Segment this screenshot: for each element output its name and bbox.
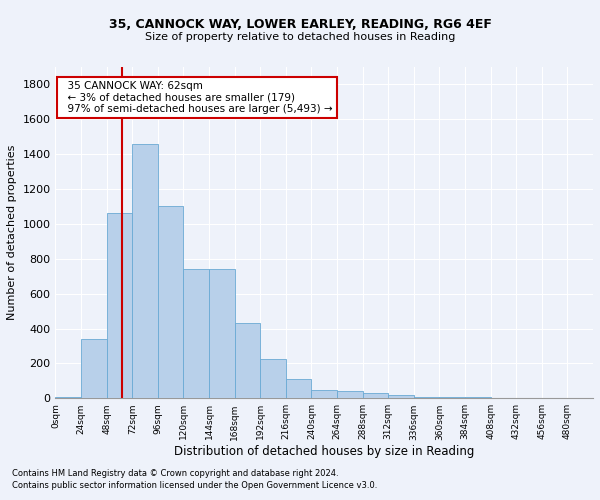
Bar <box>414 396 439 398</box>
Bar <box>286 379 311 398</box>
Text: Size of property relative to detached houses in Reading: Size of property relative to detached ho… <box>145 32 455 42</box>
Text: 35, CANNOCK WAY, LOWER EARLEY, READING, RG6 4EF: 35, CANNOCK WAY, LOWER EARLEY, READING, … <box>109 18 491 30</box>
Bar <box>209 269 235 398</box>
Bar <box>311 390 337 398</box>
Bar <box>158 206 184 398</box>
Bar <box>107 214 132 398</box>
Y-axis label: Number of detached properties: Number of detached properties <box>7 145 17 320</box>
Bar <box>388 395 414 398</box>
Text: Contains HM Land Registry data © Crown copyright and database right 2024.: Contains HM Land Registry data © Crown c… <box>12 468 338 477</box>
Bar <box>184 269 209 398</box>
Bar <box>337 392 362 398</box>
Bar <box>55 396 81 398</box>
Text: Contains public sector information licensed under the Open Government Licence v3: Contains public sector information licen… <box>12 481 377 490</box>
Bar <box>132 144 158 398</box>
Bar <box>81 339 107 398</box>
Bar <box>235 324 260 398</box>
X-axis label: Distribution of detached houses by size in Reading: Distribution of detached houses by size … <box>174 445 475 458</box>
Bar <box>260 359 286 399</box>
Bar <box>362 393 388 398</box>
Text: 35 CANNOCK WAY: 62sqm
  ← 3% of detached houses are smaller (179)
  97% of semi-: 35 CANNOCK WAY: 62sqm ← 3% of detached h… <box>61 81 332 114</box>
